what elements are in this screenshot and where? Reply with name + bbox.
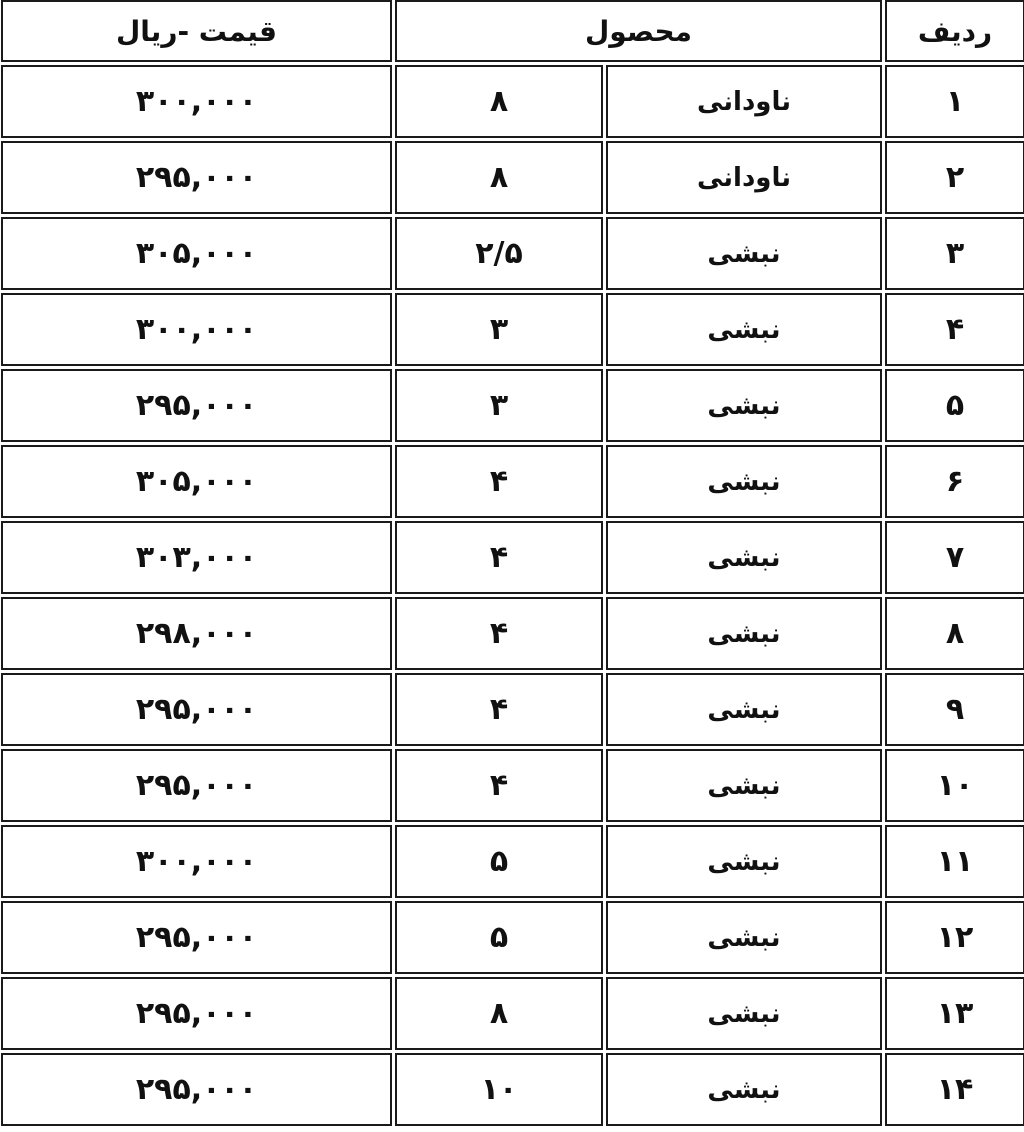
price-cell: ۳۰۵,۰۰۰ <box>1 217 392 290</box>
product-size-cell: ۸ <box>395 65 603 138</box>
product-name-cell: نبشی <box>606 825 882 898</box>
price-cell: ۲۹۵,۰۰۰ <box>1 901 392 974</box>
row-number-cell: ۷ <box>885 521 1024 594</box>
row-number-cell: ۱ <box>885 65 1024 138</box>
price-cell: ۲۹۵,۰۰۰ <box>1 673 392 746</box>
table-row: ۷ نبشی ۴ ۳۰۳,۰۰۰ <box>1 521 1024 594</box>
table-row: ۱۴ نبشی ۱۰ ۲۹۵,۰۰۰ <box>1 1053 1024 1126</box>
row-number-cell: ۲ <box>885 141 1024 214</box>
price-cell: ۲۹۵,۰۰۰ <box>1 749 392 822</box>
row-number-cell: ۶ <box>885 445 1024 518</box>
product-name-cell: نبشی <box>606 977 882 1050</box>
price-cell: ۲۹۵,۰۰۰ <box>1 1053 392 1126</box>
header-product: محصول <box>395 0 882 62</box>
product-name-cell: نبشی <box>606 369 882 442</box>
product-size-cell: ۴ <box>395 445 603 518</box>
row-number-cell: ۸ <box>885 597 1024 670</box>
product-name-cell: نبشی <box>606 901 882 974</box>
header-row-number: ردیف <box>885 0 1024 62</box>
table-row: ۱۲ نبشی ۵ ۲۹۵,۰۰۰ <box>1 901 1024 974</box>
product-name-cell: ناودانی <box>606 141 882 214</box>
row-number-cell: ۵ <box>885 369 1024 442</box>
table-row: ۲ ناودانی ۸ ۲۹۵,۰۰۰ <box>1 141 1024 214</box>
price-cell: ۲۹۵,۰۰۰ <box>1 977 392 1050</box>
price-cell: ۳۰۳,۰۰۰ <box>1 521 392 594</box>
product-name-cell: نبشی <box>606 293 882 366</box>
price-cell: ۳۰۰,۰۰۰ <box>1 825 392 898</box>
product-size-cell: ۸ <box>395 977 603 1050</box>
header-price: قیمت -ریال <box>1 0 392 62</box>
product-size-cell: ۱۰ <box>395 1053 603 1126</box>
price-cell: ۳۰۰,۰۰۰ <box>1 293 392 366</box>
table-row: ۴ نبشی ۳ ۳۰۰,۰۰۰ <box>1 293 1024 366</box>
product-size-cell: ۴ <box>395 749 603 822</box>
header-row: ردیف محصول قیمت -ریال <box>1 0 1024 62</box>
table-row: ۱۰ نبشی ۴ ۲۹۵,۰۰۰ <box>1 749 1024 822</box>
row-number-cell: ۳ <box>885 217 1024 290</box>
row-number-cell: ۹ <box>885 673 1024 746</box>
product-size-cell: ۳ <box>395 369 603 442</box>
product-name-cell: ناودانی <box>606 65 882 138</box>
table-row: ۱۱ نبشی ۵ ۳۰۰,۰۰۰ <box>1 825 1024 898</box>
product-name-cell: نبشی <box>606 673 882 746</box>
table-row: ۶ نبشی ۴ ۳۰۵,۰۰۰ <box>1 445 1024 518</box>
product-size-cell: ۵ <box>395 825 603 898</box>
price-cell: ۲۹۵,۰۰۰ <box>1 369 392 442</box>
table-row: ۵ نبشی ۳ ۲۹۵,۰۰۰ <box>1 369 1024 442</box>
product-size-cell: ۳ <box>395 293 603 366</box>
price-cell: ۳۰۵,۰۰۰ <box>1 445 392 518</box>
row-number-cell: ۱۲ <box>885 901 1024 974</box>
product-name-cell: نبشی <box>606 445 882 518</box>
table-row: ۳ نبشی ۲/۵ ۳۰۵,۰۰۰ <box>1 217 1024 290</box>
row-number-cell: ۴ <box>885 293 1024 366</box>
row-number-cell: ۱۳ <box>885 977 1024 1050</box>
product-name-cell: نبشی <box>606 521 882 594</box>
product-size-cell: ۲/۵ <box>395 217 603 290</box>
row-number-cell: ۱۱ <box>885 825 1024 898</box>
product-size-cell: ۴ <box>395 673 603 746</box>
product-name-cell: نبشی <box>606 597 882 670</box>
table-row: ۸ نبشی ۴ ۲۹۸,۰۰۰ <box>1 597 1024 670</box>
product-size-cell: ۵ <box>395 901 603 974</box>
table-row: ۱۳ نبشی ۸ ۲۹۵,۰۰۰ <box>1 977 1024 1050</box>
product-name-cell: نبشی <box>606 749 882 822</box>
product-size-cell: ۴ <box>395 597 603 670</box>
product-name-cell: نبشی <box>606 217 882 290</box>
product-name-cell: نبشی <box>606 1053 882 1126</box>
row-number-cell: ۱۰ <box>885 749 1024 822</box>
price-cell: ۲۹۸,۰۰۰ <box>1 597 392 670</box>
price-cell: ۳۰۰,۰۰۰ <box>1 65 392 138</box>
price-cell: ۲۹۵,۰۰۰ <box>1 141 392 214</box>
row-number-cell: ۱۴ <box>885 1053 1024 1126</box>
product-size-cell: ۸ <box>395 141 603 214</box>
product-size-cell: ۴ <box>395 521 603 594</box>
table-row: ۹ نبشی ۴ ۲۹۵,۰۰۰ <box>1 673 1024 746</box>
table-row: ۱ ناودانی ۸ ۳۰۰,۰۰۰ <box>1 65 1024 138</box>
